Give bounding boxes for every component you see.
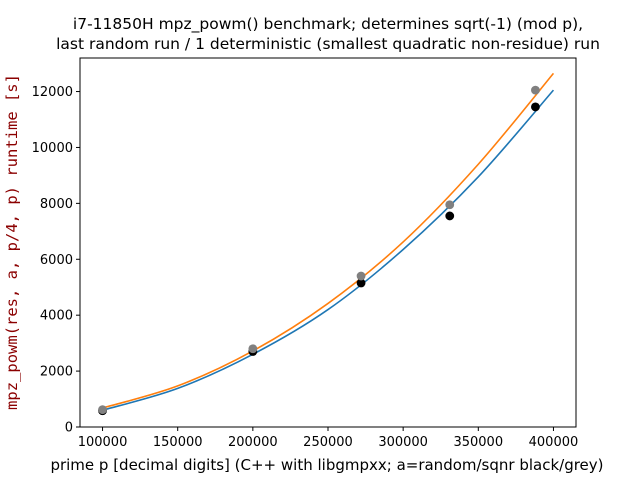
data-point (445, 200, 455, 210)
x-axis: 100000 150000 200000 250000 300000 350000 4000… (78, 427, 579, 450)
plot-frame (79, 57, 577, 428)
x-tick-label: 350000 (453, 435, 503, 450)
y-tick-label: 8000 (40, 197, 73, 212)
x-tick-label: 150000 (153, 435, 203, 450)
data-point (356, 271, 366, 281)
y-axis-label: mpz_powm(res, a, p/4, p) runtime [s] (3, 74, 21, 410)
data-point (531, 102, 540, 112)
data-point (531, 85, 540, 95)
x-axis-label: prime p [decimal digits] (C++ with libgm… (50, 456, 603, 474)
data-point (356, 278, 366, 288)
fit-line (102, 89, 555, 411)
fit-line (102, 72, 555, 409)
y-tick-label: 10000 (32, 141, 73, 156)
x-tick-label: 200000 (228, 435, 278, 450)
x-tick-label: 100000 (78, 435, 128, 450)
data-point (98, 405, 107, 415)
data-point (248, 344, 258, 354)
x-tick-label: 300000 (378, 435, 428, 450)
data-point (445, 211, 455, 221)
x-tick-label: 400000 (529, 435, 579, 450)
y-tick-label: 4000 (40, 309, 73, 324)
y-tick-label: 6000 (40, 253, 73, 268)
data-points (98, 85, 540, 416)
x-tick-label: 250000 (303, 435, 353, 450)
y-axis: 0 2000 4000 6000 8000 10000 12000 (32, 85, 80, 436)
chart-title-line1: i7-11850H mpz_powm() benchmark; determin… (73, 15, 583, 34)
chart-title-line2: last random run / 1 deterministic (small… (56, 35, 600, 53)
y-tick-label: 12000 (32, 85, 73, 100)
y-tick-label: 2000 (40, 365, 73, 380)
fit-lines (102, 72, 555, 411)
y-tick-label: 0 (65, 421, 73, 436)
